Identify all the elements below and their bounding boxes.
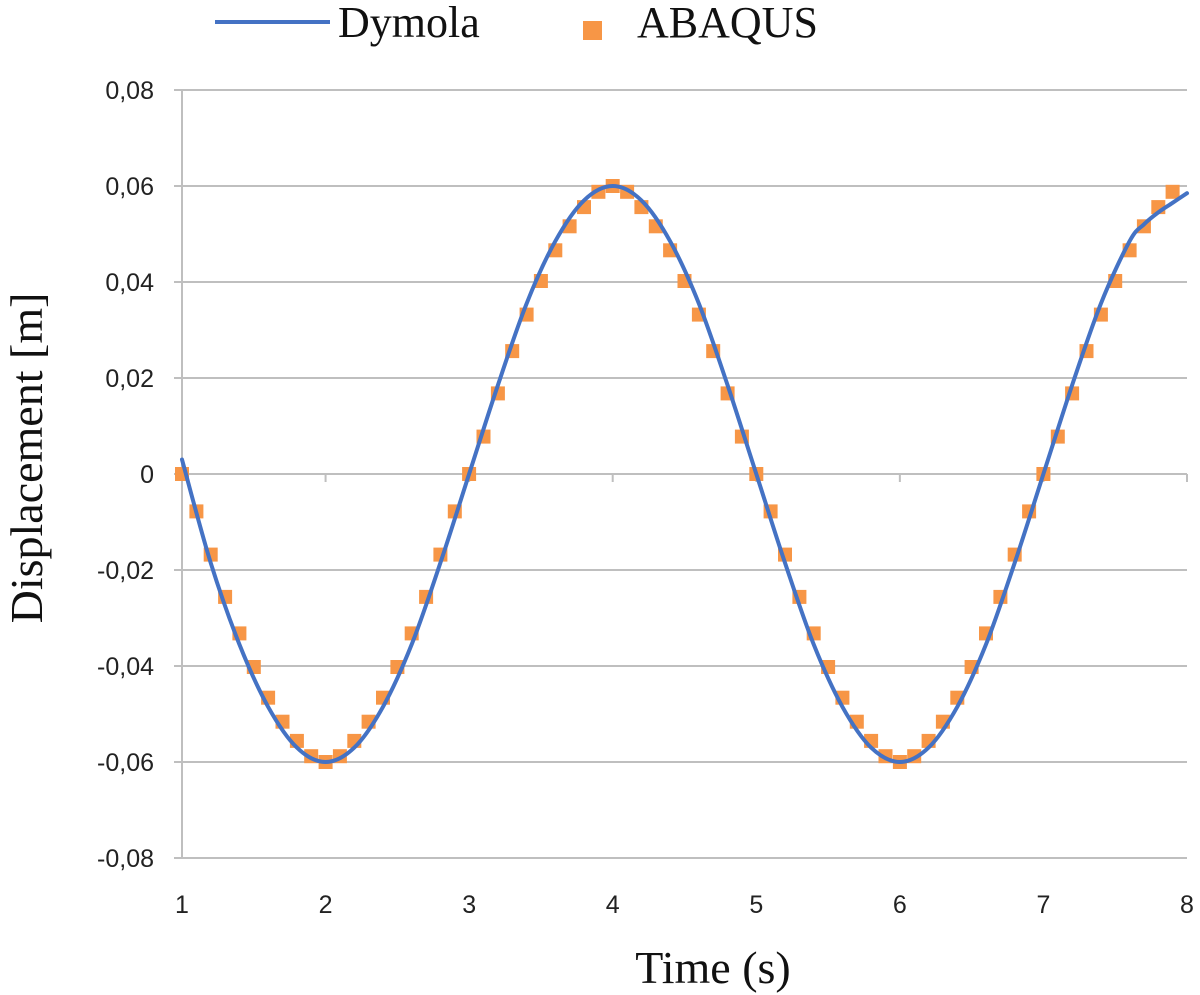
x-tick-label: 7: [1036, 891, 1050, 919]
y-tick-labels: 0,08 0,06 0,04 0,02 0 -0,02 -0,04 -0,06 -0,08: [97, 77, 154, 873]
x-tick-labels: 1 2 3 4 5 6 7 8: [175, 891, 1194, 919]
y-axis-title: Displacement [m]: [1, 293, 52, 624]
x-tick-label: 1: [175, 891, 189, 919]
x-tick-marks: [181, 474, 1188, 482]
y-tick-label: 0,02: [105, 365, 154, 393]
y-tick-label: -0,04: [97, 653, 154, 681]
y-tick-label: 0,04: [105, 269, 154, 297]
x-tick-label: 3: [462, 891, 476, 919]
horizontal-gridlines: [174, 89, 1187, 859]
x-tick-label: 2: [319, 891, 333, 919]
x-tick-label: 8: [1180, 891, 1194, 919]
dymola-series-line: [180, 184, 1189, 764]
y-tick-label: 0: [140, 461, 154, 489]
legend-abaqus-label: ABAQUS: [637, 0, 818, 47]
legend-dymola-label: Dymola: [338, 0, 480, 47]
abaqus-point: [1165, 184, 1180, 199]
x-axis-title: Time (s): [635, 942, 791, 993]
y-tick-label: 0,08: [105, 77, 154, 105]
y-tick-label: -0,06: [97, 749, 154, 777]
legend: Dymola ABAQUS: [215, 0, 818, 47]
y-tick-label: -0,02: [97, 557, 154, 585]
x-tick-label: 5: [749, 891, 763, 919]
y-tick-label: 0,06: [105, 173, 154, 201]
x-tick-label: 6: [893, 891, 907, 919]
legend-abaqus-swatch: [583, 21, 602, 40]
y-tick-label: -0,08: [97, 845, 154, 873]
x-tick-label: 4: [606, 891, 620, 919]
